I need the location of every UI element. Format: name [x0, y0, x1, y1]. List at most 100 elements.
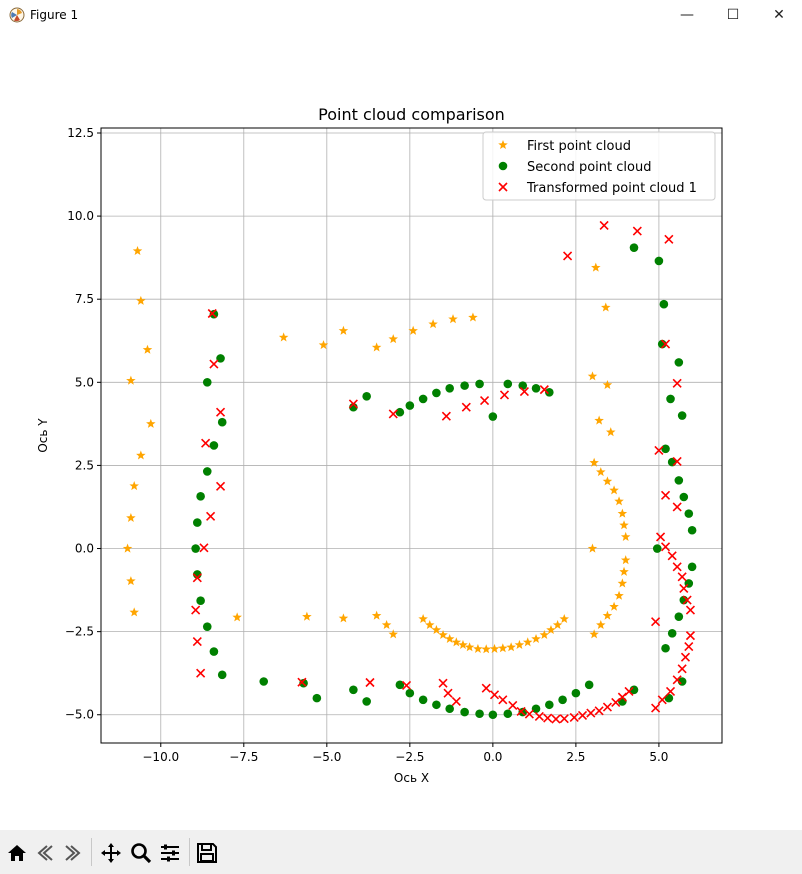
- data-point: [365, 677, 375, 688]
- series-first-point-cloud: [122, 246, 631, 654]
- data-point: [388, 409, 398, 419]
- data-point: [445, 704, 454, 714]
- data-point: [191, 544, 200, 553]
- legend-label: First point cloud: [527, 139, 631, 154]
- data-point: [461, 402, 471, 412]
- data-point: [522, 637, 533, 647]
- scatter-chart[interactable]: −10.0 −7.5 −5.0 −2.5 0.0 2.5 5.0 −5.0 −2.5 0.0 2.5…: [0, 30, 802, 830]
- data-point: [551, 714, 561, 724]
- minimize-button[interactable]: —: [680, 7, 694, 23]
- zoom-icon[interactable]: [128, 840, 154, 866]
- data-point: [531, 633, 541, 643]
- forward-icon[interactable]: [60, 840, 86, 866]
- data-point: [381, 619, 392, 630]
- data-point: [602, 610, 613, 620]
- x-tick-label: 2.5: [566, 750, 585, 764]
- data-point: [652, 544, 662, 553]
- data-point: [443, 688, 453, 698]
- data-point: [202, 378, 212, 387]
- data-point: [546, 624, 556, 635]
- data-point: [479, 396, 490, 406]
- data-point: [508, 700, 518, 711]
- data-point: [438, 629, 448, 639]
- data-point: [609, 485, 619, 495]
- data-point: [687, 562, 697, 572]
- data-point: [428, 319, 438, 329]
- close-button[interactable]: ✕: [773, 7, 785, 23]
- data-point: [202, 467, 212, 476]
- data-point: [401, 680, 412, 691]
- data-point: [425, 619, 435, 630]
- data-point: [312, 693, 322, 703]
- data-point: [664, 693, 674, 703]
- home-icon[interactable]: [4, 840, 30, 866]
- axis-ticks: −10.0 −7.5 −5.0 −2.5 0.0 2.5 5.0 −5.0 −2.5 0.0 2.5…: [65, 126, 669, 764]
- data-point: [543, 713, 553, 723]
- data-point: [672, 456, 682, 466]
- data-point: [192, 637, 202, 647]
- data-point: [559, 714, 569, 724]
- x-tick-label: −2.5: [395, 750, 424, 764]
- data-point: [619, 520, 629, 530]
- x-tick-label: −5.0: [312, 750, 341, 764]
- pan-icon[interactable]: [98, 840, 124, 866]
- data-point: [677, 664, 687, 674]
- x-tick-label: 0.0: [483, 750, 502, 764]
- y-tick-label: 10.0: [67, 209, 94, 223]
- data-point: [660, 542, 671, 552]
- data-point: [672, 562, 682, 572]
- data-point: [458, 639, 468, 649]
- data-point: [498, 643, 508, 653]
- data-point: [129, 607, 139, 617]
- data-point: [432, 388, 441, 398]
- data-point: [659, 299, 669, 309]
- data-point: [654, 256, 664, 266]
- data-point: [209, 441, 219, 450]
- data-point: [569, 712, 579, 722]
- data-point: [388, 629, 398, 639]
- data-point: [609, 601, 619, 611]
- data-point: [667, 628, 677, 638]
- save-icon[interactable]: [194, 840, 220, 866]
- legend-label: Transformed point cloud 1: [526, 181, 697, 196]
- data-point: [196, 492, 205, 501]
- legend-box: [482, 131, 716, 201]
- toolbar-separator: [91, 838, 92, 866]
- data-point: [558, 695, 567, 705]
- data-point: [518, 381, 528, 390]
- data-point: [460, 381, 469, 390]
- data-point: [679, 583, 689, 593]
- data-point: [539, 629, 550, 639]
- data-point: [596, 467, 606, 477]
- data-point: [395, 407, 405, 417]
- data-point: [661, 643, 670, 653]
- data-point: [680, 652, 691, 662]
- figure-canvas[interactable]: −10.0 −7.5 −5.0 −2.5 0.0 2.5 5.0 −5.0 −2.5 0.0 2.5…: [0, 30, 802, 830]
- data-point: [499, 390, 510, 400]
- x-tick-label: −7.5: [229, 750, 258, 764]
- data-point: [651, 703, 661, 713]
- data-point: [126, 512, 136, 522]
- data-point: [503, 709, 513, 719]
- data-point: [674, 476, 684, 485]
- back-icon[interactable]: [32, 840, 58, 866]
- data-point: [209, 647, 219, 656]
- maximize-button[interactable]: ☐: [726, 7, 740, 23]
- data-point: [545, 700, 554, 710]
- data-point: [524, 709, 534, 719]
- y-tick-label: 2.5: [75, 458, 94, 472]
- data-point: [464, 642, 475, 652]
- data-point: [475, 379, 484, 389]
- series-second-point-cloud: [191, 243, 697, 720]
- data-point: [614, 590, 624, 600]
- data-point: [519, 387, 529, 397]
- configure-subplots-icon[interactable]: [157, 840, 183, 866]
- data-point: [199, 543, 209, 553]
- data-point: [685, 631, 696, 641]
- data-point: [654, 445, 664, 456]
- data-point: [672, 502, 682, 512]
- data-point: [674, 358, 684, 367]
- data-point: [677, 411, 687, 420]
- data-point: [589, 457, 599, 467]
- data-point: [584, 680, 594, 690]
